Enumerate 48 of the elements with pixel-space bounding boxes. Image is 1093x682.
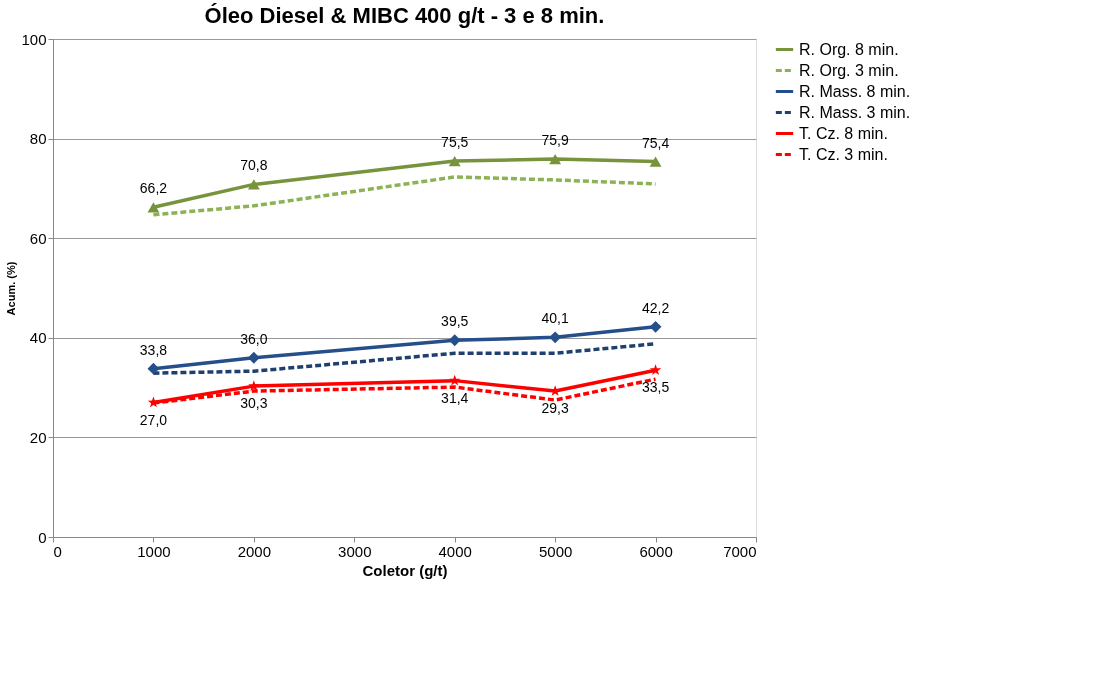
legend-label: T. Cz. 8 min. xyxy=(799,124,888,142)
point xyxy=(247,179,260,190)
point xyxy=(248,380,260,391)
point xyxy=(247,351,260,364)
data-label: 40,1 xyxy=(541,310,569,327)
point xyxy=(649,364,662,375)
x-tick-label: 4000 xyxy=(438,542,472,560)
data-label: 66,2 xyxy=(139,180,168,197)
data-label: 33,5 xyxy=(641,379,670,396)
x-tick-label: 2000 xyxy=(237,542,272,560)
data-label: 75,5 xyxy=(441,134,469,151)
x-tick-label: 3000 xyxy=(338,542,372,560)
legend-label: R. Org. 8 min. xyxy=(799,40,899,58)
y-axis-title: Acum. (%) xyxy=(5,261,18,316)
legend-label: R. Mass. 8 min. xyxy=(799,82,911,100)
x-tick-label: 1000 xyxy=(137,542,171,560)
chart-title: Óleo Diesel & MIBC 400 g/t - 3 e 8 min. xyxy=(204,3,605,28)
data-label: 30,3 xyxy=(240,395,268,412)
y-tick-label: 80 xyxy=(29,130,47,148)
point xyxy=(549,153,562,165)
data-label: 33,8 xyxy=(139,341,168,358)
point xyxy=(147,202,160,213)
data-label: 31,4 xyxy=(441,389,469,406)
data-label: 39,5 xyxy=(441,313,469,330)
data-label: 42,2 xyxy=(641,299,670,316)
x-axis-title: Coletor (g/t) xyxy=(362,561,448,579)
y-tick-label: 60 xyxy=(29,229,47,247)
data-label: 29,3 xyxy=(541,400,569,417)
data-label: 75,9 xyxy=(541,132,569,149)
y-tick-label: 20 xyxy=(29,428,47,446)
y-tick-label: 0 xyxy=(38,528,47,546)
x-tick-label: 0 xyxy=(53,542,62,560)
legend-label: T. Cz. 3 min. xyxy=(799,145,888,163)
x-tick-label: 6000 xyxy=(639,542,673,560)
x-tick-label: 5000 xyxy=(538,542,573,560)
y-tick-label: 100 xyxy=(21,30,47,48)
point xyxy=(449,374,461,386)
y-tick-label: 40 xyxy=(29,329,47,347)
data-label: 27,0 xyxy=(139,411,168,428)
legend-label: R. Org. 3 min. xyxy=(799,61,899,79)
point xyxy=(649,320,662,333)
legend-label: R. Mass. 3 min. xyxy=(799,103,911,121)
x-tick-label: 7000 xyxy=(723,542,757,560)
point xyxy=(448,155,461,167)
data-label: 36,0 xyxy=(240,330,268,347)
data-label: 75,4 xyxy=(641,134,670,151)
point xyxy=(649,156,662,167)
data-label: 70,8 xyxy=(240,157,268,174)
